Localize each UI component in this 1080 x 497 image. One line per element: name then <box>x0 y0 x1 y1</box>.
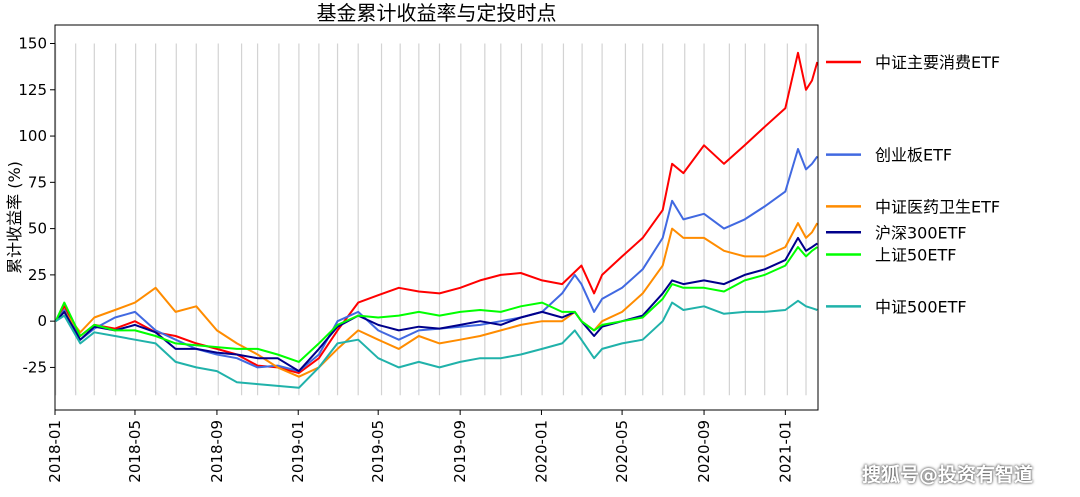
series-line-1 <box>54 148 819 373</box>
y-tick-label: 25 <box>28 266 47 284</box>
x-tick-label: 2019-09 <box>451 420 469 483</box>
series-line-3 <box>54 236 818 373</box>
legend-label-0: 中证主要消费ETF <box>875 53 1000 72</box>
x-tick-label: 2020-05 <box>613 420 631 483</box>
legend: 中证主要消费ETF 创业板ETF 中证医药卫生ETF 沪深300ETF 上证50ETF 中… <box>826 53 1000 316</box>
x-tick-label: 2018-05 <box>126 420 144 483</box>
legend-label-5: 中证500ETF <box>875 297 967 316</box>
y-tick-label: 150 <box>18 35 47 53</box>
legend-label-3: 沪深300ETF <box>875 223 967 242</box>
x-tick-label: 2018-09 <box>208 420 226 483</box>
y-tick-label: 100 <box>18 127 47 145</box>
series-line-5 <box>55 299 818 389</box>
y-tick-label: 75 <box>28 173 47 191</box>
y-axis: -25 0 25 50 75 100 125 150 <box>18 35 55 376</box>
x-tick-label: 2020-01 <box>532 420 550 483</box>
series-lines <box>54 51 819 389</box>
x-axis: 2018-01 2018-05 2018-09 2019-01 2019-05 2019-… <box>46 410 794 483</box>
legend-label-4: 上证50ETF <box>875 246 956 265</box>
x-tick-label: 2019-01 <box>289 420 307 483</box>
plot-frame <box>54 24 819 411</box>
x-tick-label: 2020-09 <box>695 420 713 483</box>
legend-label-1: 创业板ETF <box>875 146 952 165</box>
x-tick-label: 2021-01 <box>776 420 794 483</box>
x-tick-label: 2018-01 <box>46 420 64 483</box>
legend-label-2: 中证医药卫生ETF <box>875 197 1000 216</box>
series-line-4 <box>54 246 818 363</box>
chart-title: 基金累计收益率与定投时点 <box>317 1 557 25</box>
watermark: 搜狐号@投资有智道 <box>862 464 1034 486</box>
y-tick-label: 50 <box>28 220 47 238</box>
x-tick-label: 2019-05 <box>369 420 387 483</box>
series-line-2 <box>54 222 819 378</box>
y-tick-label: -25 <box>23 358 48 376</box>
y-tick-label: 125 <box>18 81 47 99</box>
y-tick-label: 0 <box>37 312 47 330</box>
y-axis-label: 累计收益率 (%) <box>5 161 24 274</box>
series-line-0 <box>54 51 819 374</box>
